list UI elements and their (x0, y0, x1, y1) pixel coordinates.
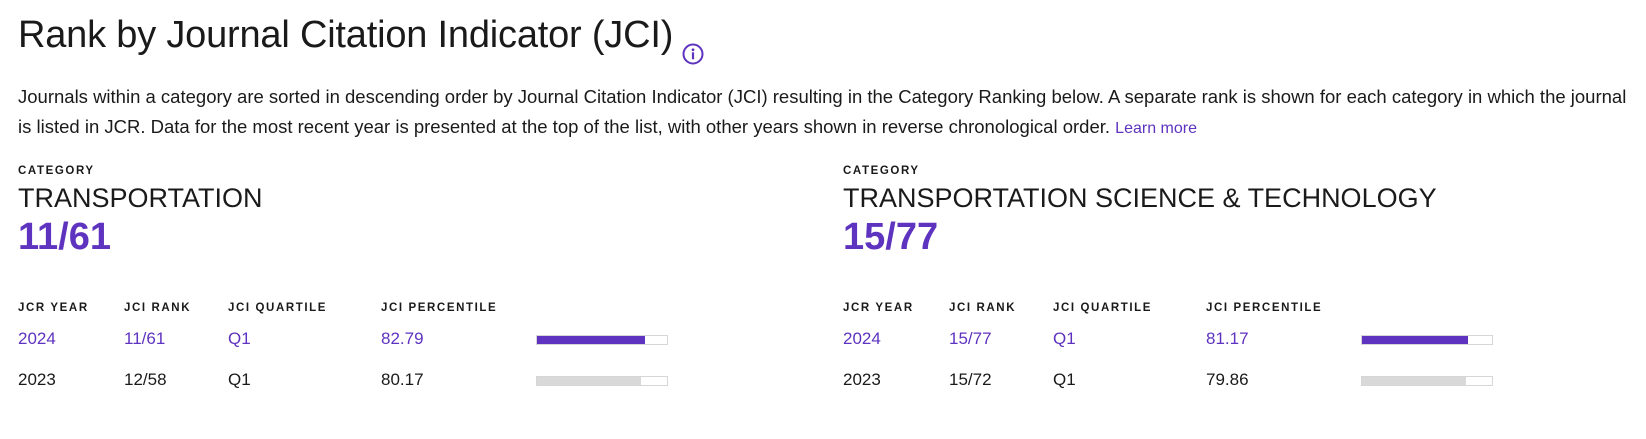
row-quartile[interactable]: Q1 (228, 329, 251, 348)
info-circle-icon[interactable] (682, 32, 704, 64)
page-title: Rank by Journal Citation Indicator (JCI) (18, 14, 704, 64)
description-text: Journals within a category are sorted in… (18, 86, 1627, 137)
row-year: 2023 (18, 370, 56, 389)
percentile-bar-fill (537, 377, 642, 385)
learn-more-link[interactable]: Learn more (1115, 120, 1197, 137)
percentile-bar-fill (1362, 336, 1468, 344)
row-year: 2023 (843, 370, 881, 389)
row-rank[interactable]: 11/61 (124, 329, 166, 348)
header-jci-rank: JCI RANK (949, 302, 1017, 314)
percentile-bar (536, 376, 668, 386)
row-year[interactable]: 2024 (18, 329, 56, 348)
header-jcr-year: JCR YEAR (843, 302, 914, 314)
row-quartile: Q1 (228, 370, 251, 389)
header-jci-percentile: JCI PERCENTILE (381, 302, 498, 314)
percentile-bar-fill (537, 336, 645, 344)
row-year[interactable]: 2024 (843, 329, 881, 348)
header-jci-quartile: JCI QUARTILE (1053, 302, 1153, 314)
header-jcr-year: JCR YEAR (18, 302, 89, 314)
category-rank: 11/61 (18, 216, 111, 258)
category-name: TRANSPORTATION SCIENCE & TECHNOLOGY (843, 183, 1437, 213)
category-label: CATEGORY (843, 165, 920, 177)
percentile-bar (536, 335, 668, 345)
header-jci-quartile: JCI QUARTILE (228, 302, 328, 314)
category-panel-transportation-science-technology: CATEGORY TRANSPORTATION SCIENCE & TECHNO… (843, 165, 1563, 389)
row-rank: 12/58 (124, 370, 167, 389)
row-percentile[interactable]: 81.17 (1206, 329, 1249, 348)
row-percentile: 79.86 (1206, 370, 1249, 389)
row-rank[interactable]: 15/77 (949, 329, 992, 348)
description: Journals within a category are sorted in… (18, 82, 1628, 144)
percentile-bar (1361, 335, 1493, 345)
row-quartile[interactable]: Q1 (1053, 329, 1076, 348)
category-label: CATEGORY (18, 165, 95, 177)
category-name: TRANSPORTATION (18, 183, 263, 213)
page-title-text: Rank by Journal Citation Indicator (JCI) (18, 14, 674, 56)
percentile-bar-fill (1362, 377, 1466, 385)
percentile-bar (1361, 376, 1493, 386)
header-jci-percentile: JCI PERCENTILE (1206, 302, 1323, 314)
row-percentile[interactable]: 82.79 (381, 329, 424, 348)
row-rank: 15/72 (949, 370, 992, 389)
row-percentile: 80.17 (381, 370, 424, 389)
category-panel-transportation: CATEGORY TRANSPORTATION 11/61 JCR YEAR J… (18, 165, 738, 389)
category-rank: 15/77 (843, 216, 939, 258)
header-jci-rank: JCI RANK (124, 302, 192, 314)
row-quartile: Q1 (1053, 370, 1076, 389)
